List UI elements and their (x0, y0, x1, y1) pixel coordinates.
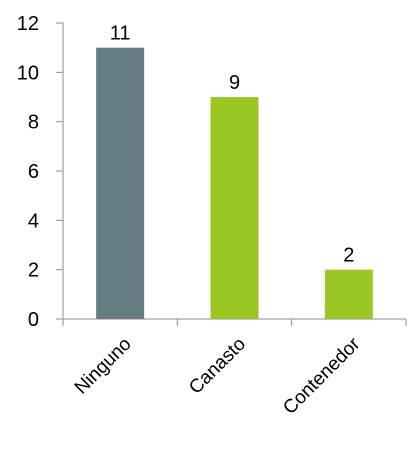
bar-canasto (210, 97, 259, 319)
data-label: 2 (343, 245, 354, 267)
bars (96, 47, 373, 320)
data-label: 9 (229, 72, 240, 94)
y-tick-label: 10 (17, 62, 39, 84)
x-axis (62, 318, 407, 326)
x-tick-label: Ninguno (71, 334, 136, 399)
y-tick-label: 4 (28, 210, 39, 232)
y-tick-label: 6 (28, 161, 39, 183)
bar-ninguno (96, 47, 145, 320)
y-tick-label: 0 (28, 309, 39, 331)
data-labels: 11 9 2 (110, 23, 355, 267)
bar-contenedor (324, 269, 373, 319)
data-label: 11 (110, 23, 131, 45)
y-tick-label: 8 (28, 112, 39, 134)
x-tick-labels: Ninguno Canasto Contenedor (71, 333, 365, 419)
y-axis: 0 2 4 6 8 10 12 (17, 13, 64, 331)
x-tick-label: Contenedor (279, 333, 365, 419)
y-tick-label: 12 (17, 13, 39, 35)
x-tick-label: Canasto (185, 334, 250, 399)
y-tick-label: 2 (28, 260, 39, 282)
